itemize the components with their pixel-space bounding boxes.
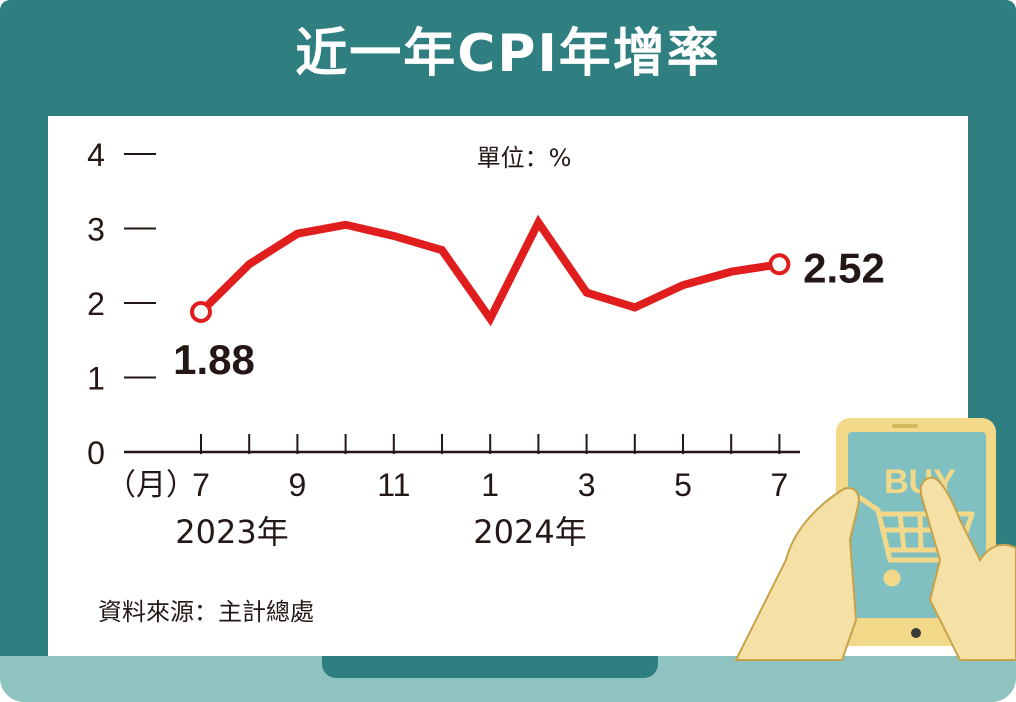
year-label-2024: 2024年 <box>473 513 586 551</box>
x-axis: 7 9 11 1 3 5 7 <box>124 434 800 503</box>
month-axis-label: （月） <box>106 468 196 503</box>
year-label-2023: 2023年 <box>175 513 288 551</box>
data-point-marker <box>190 300 212 323</box>
y-tick-label: 2 <box>87 286 105 322</box>
y-tick-label: 1 <box>87 361 105 397</box>
y-axis: 0 1 2 3 4 <box>87 137 156 471</box>
source-note: 資料來源：主計總處 <box>98 598 314 626</box>
x-tick-label: 7 <box>771 467 789 503</box>
y-tick-label: 4 <box>87 137 105 173</box>
data-point-marker <box>768 253 791 276</box>
laptop-base-notch <box>322 656 658 678</box>
data-annotations: 1.88 2.52 <box>173 244 885 383</box>
y-tick-label: 3 <box>87 212 105 248</box>
y-tick-label: 0 <box>87 435 105 471</box>
unit-label: 單位：% <box>477 144 572 172</box>
x-tick-label: 11 <box>377 467 410 503</box>
x-tick-label: 7 <box>192 467 210 503</box>
chart-title: 近一年CPI年增率 <box>295 24 721 84</box>
cpi-line <box>198 214 781 327</box>
value-label: 1.88 <box>173 336 255 383</box>
hands-illustration <box>734 476 1016 661</box>
x-tick-label: 9 <box>289 467 307 503</box>
cpi-series <box>190 214 791 327</box>
x-tick-label: 5 <box>674 467 692 503</box>
x-tick-label: 3 <box>578 467 596 503</box>
x-tick-label: 1 <box>481 467 499 503</box>
value-label: 2.52 <box>803 244 885 291</box>
